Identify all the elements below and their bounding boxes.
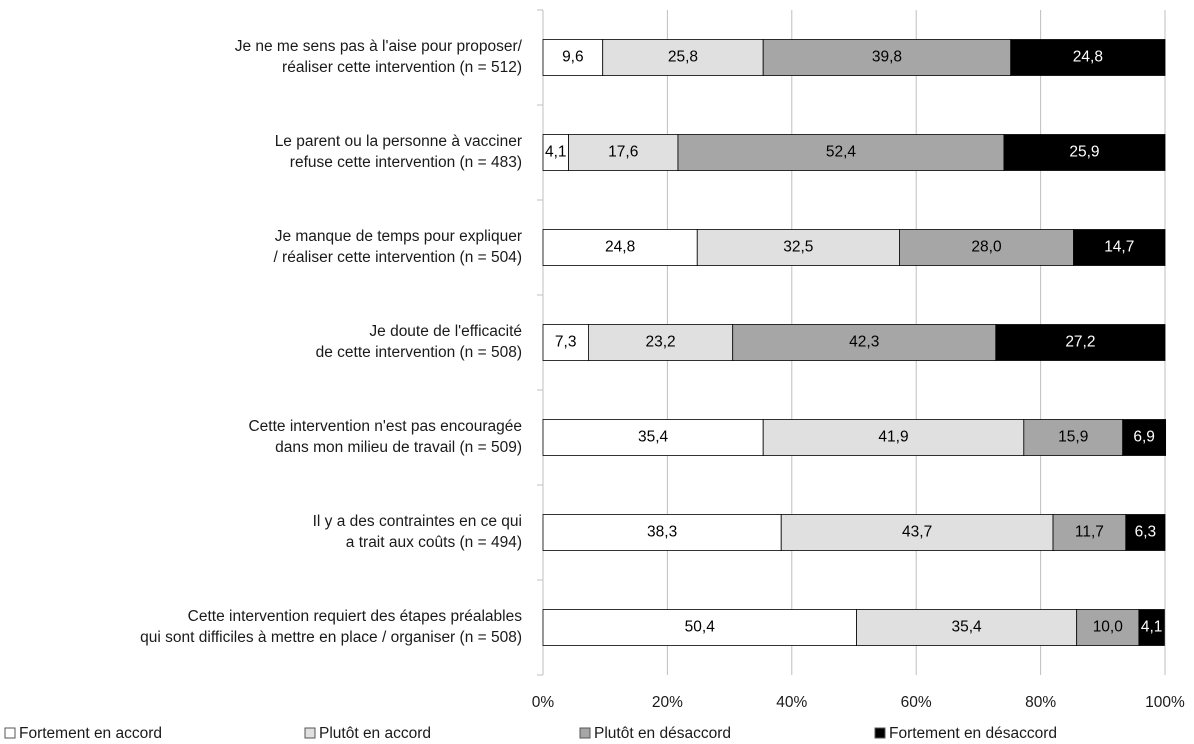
legend-swatch bbox=[579, 727, 591, 739]
data-label: 42,3 bbox=[849, 334, 879, 351]
data-label: 25,9 bbox=[1069, 144, 1099, 161]
bar-segment bbox=[1122, 419, 1167, 456]
bar-segment bbox=[732, 324, 997, 361]
bar-segment bbox=[1003, 134, 1166, 171]
data-label: 6,9 bbox=[1133, 429, 1155, 446]
legend-label: Plutôt en désaccord bbox=[594, 725, 731, 742]
bar-segment bbox=[542, 229, 698, 266]
data-label: 24,8 bbox=[605, 239, 635, 256]
data-label: 6,3 bbox=[1135, 524, 1157, 541]
legend-label: Plutôt en accord bbox=[319, 725, 431, 742]
data-label: 43,7 bbox=[902, 524, 932, 541]
legend-swatch bbox=[304, 727, 316, 739]
data-label: 52,4 bbox=[826, 144, 857, 161]
data-label: 41,9 bbox=[878, 429, 908, 446]
data-label: 15,9 bbox=[1058, 429, 1088, 446]
x-tick-label: 60% bbox=[901, 694, 932, 711]
data-label: 17,6 bbox=[608, 144, 638, 161]
bar-segment bbox=[1073, 229, 1166, 266]
bar-segment bbox=[1052, 514, 1127, 551]
x-tick-label: 40% bbox=[776, 694, 807, 711]
legend-label: Fortement en accord bbox=[19, 725, 162, 742]
legend-swatch bbox=[874, 727, 886, 739]
bar-segment bbox=[588, 324, 734, 361]
data-label: 50,4 bbox=[685, 619, 716, 636]
y-tick-label: Cette intervention n'est pas encouragée d… bbox=[248, 418, 522, 456]
bar-segment bbox=[1076, 609, 1140, 646]
y-tick-label: Cette intervention requiert des étapes p… bbox=[140, 608, 522, 646]
data-label: 24,8 bbox=[1073, 49, 1103, 66]
data-label: 27,2 bbox=[1065, 334, 1095, 351]
data-label: 35,4 bbox=[638, 429, 669, 446]
data-label: 32,5 bbox=[783, 239, 813, 256]
y-tick-label: Je manque de temps pour expliquer / réali… bbox=[273, 228, 522, 266]
data-label: 10,0 bbox=[1093, 619, 1124, 636]
data-label: 7,3 bbox=[555, 334, 577, 351]
data-label: 9,6 bbox=[562, 49, 584, 66]
bar-segment bbox=[542, 324, 589, 361]
x-tick-label: 100% bbox=[1145, 694, 1185, 711]
bar-segment bbox=[762, 419, 1025, 456]
data-label: 4,1 bbox=[545, 144, 567, 161]
data-label: 35,4 bbox=[951, 619, 982, 636]
data-label: 38,3 bbox=[647, 524, 677, 541]
data-label: 39,8 bbox=[872, 49, 902, 66]
y-tick-label: Il y a des contraintes en ce qui a trait … bbox=[313, 513, 522, 551]
bar-segment bbox=[1010, 39, 1166, 76]
data-label: 23,2 bbox=[645, 334, 675, 351]
bar-segment bbox=[762, 39, 1012, 76]
x-tick-label: 0% bbox=[532, 694, 555, 711]
bar-segment bbox=[856, 609, 1078, 646]
data-label: 11,7 bbox=[1075, 524, 1104, 541]
bar-segment bbox=[995, 324, 1166, 361]
bar-segment bbox=[899, 229, 1074, 266]
bar-segment bbox=[1125, 514, 1166, 551]
y-tick-label: Je ne me sens pas à l'aise pour proposer… bbox=[235, 38, 523, 76]
bar-segment bbox=[542, 419, 764, 456]
bar-segment bbox=[780, 514, 1054, 551]
data-label: 28,0 bbox=[971, 239, 1002, 256]
x-tick-label: 80% bbox=[1025, 694, 1056, 711]
bar-segment bbox=[677, 134, 1005, 171]
data-label: 25,8 bbox=[668, 49, 698, 66]
legend-swatch bbox=[4, 727, 16, 739]
bar-segment bbox=[542, 514, 782, 551]
bar-segment bbox=[696, 229, 900, 266]
bar-segment bbox=[568, 134, 679, 171]
bar-segment bbox=[542, 609, 857, 646]
legend-label: Fortement en désaccord bbox=[889, 725, 1057, 742]
data-label: 4,1 bbox=[1141, 619, 1163, 636]
x-tick-label: 20% bbox=[652, 694, 683, 711]
data-label: 14,7 bbox=[1104, 239, 1134, 256]
y-tick-label: Je doute de l'efficacité de cette interve… bbox=[316, 323, 522, 361]
y-tick-label: Le parent ou la personne à vacciner refus… bbox=[275, 133, 522, 171]
bar-segment bbox=[1138, 609, 1165, 646]
